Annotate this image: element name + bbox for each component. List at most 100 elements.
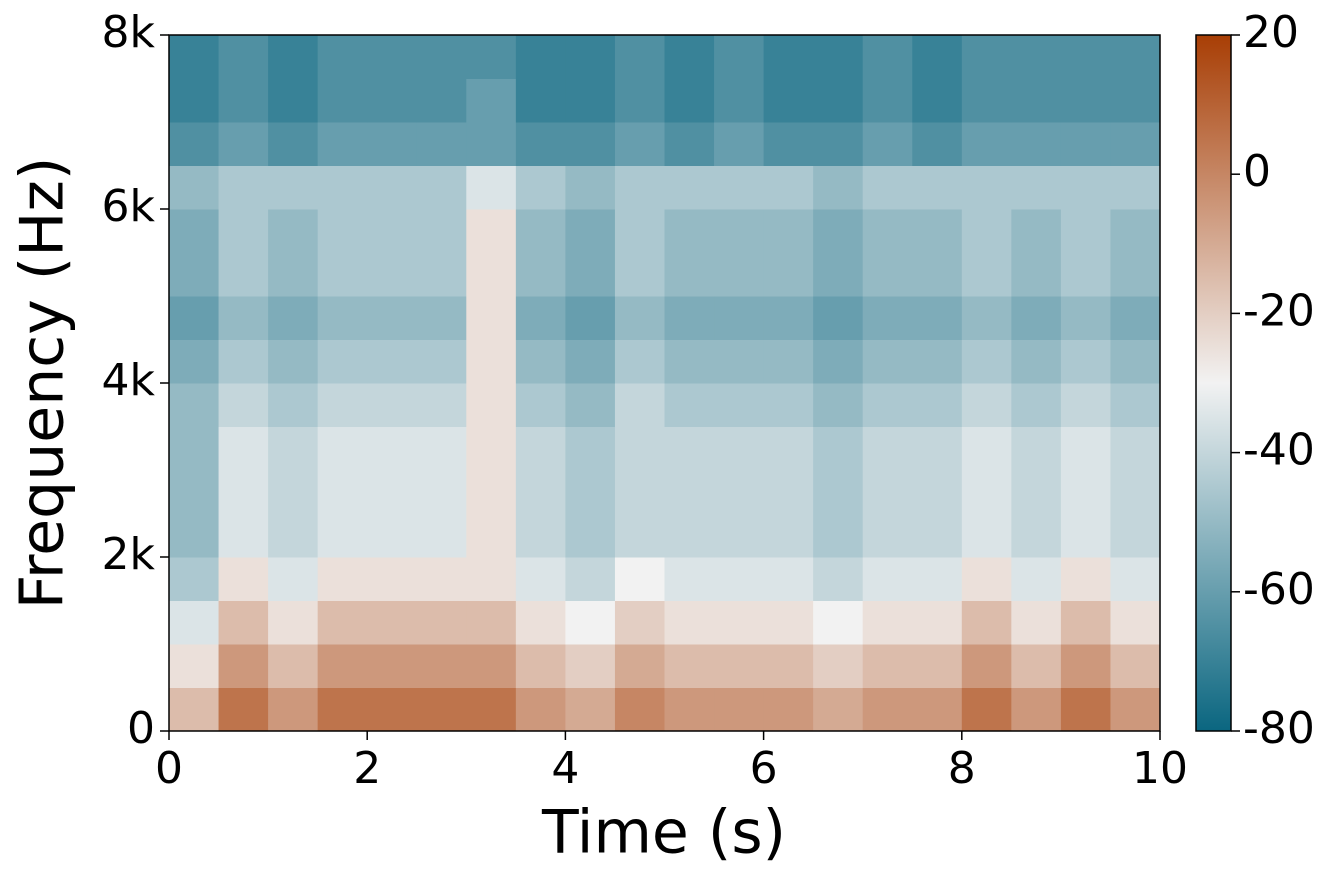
cell bbox=[714, 644, 765, 688]
cell bbox=[169, 165, 220, 210]
y-tick-label: 0 bbox=[127, 703, 155, 754]
cell bbox=[614, 296, 665, 340]
x-tick-label: 6 bbox=[750, 743, 778, 794]
cell bbox=[912, 600, 963, 645]
cell bbox=[268, 122, 319, 166]
cell bbox=[1011, 513, 1062, 558]
colorbar-tick-label: -80 bbox=[1243, 703, 1315, 754]
cell bbox=[813, 252, 864, 297]
cell bbox=[268, 252, 319, 297]
cell bbox=[1060, 165, 1111, 210]
cell bbox=[1011, 209, 1062, 253]
cell bbox=[416, 296, 467, 340]
cell bbox=[664, 339, 715, 384]
y-tick-label: 4k bbox=[102, 355, 156, 406]
cell bbox=[614, 687, 665, 732]
cell bbox=[714, 165, 765, 210]
cell bbox=[367, 557, 418, 601]
cell bbox=[515, 687, 566, 732]
cell bbox=[1011, 339, 1062, 384]
cell bbox=[763, 209, 814, 253]
cell bbox=[912, 35, 963, 79]
cell bbox=[912, 687, 963, 732]
cell bbox=[169, 687, 220, 732]
cell bbox=[1060, 687, 1111, 732]
cell bbox=[466, 252, 517, 297]
cell bbox=[714, 252, 765, 297]
cell bbox=[614, 35, 665, 79]
cell bbox=[367, 426, 418, 471]
cell bbox=[714, 339, 765, 384]
cell bbox=[466, 209, 517, 253]
cell bbox=[367, 122, 418, 166]
cell bbox=[416, 122, 467, 166]
cell bbox=[218, 252, 269, 297]
cell bbox=[169, 383, 220, 427]
cell bbox=[763, 687, 814, 732]
cell bbox=[218, 644, 269, 688]
cell bbox=[714, 513, 765, 558]
cell bbox=[1110, 252, 1161, 297]
cell bbox=[218, 296, 269, 340]
cell bbox=[664, 78, 715, 123]
cell bbox=[1011, 600, 1062, 645]
cell bbox=[169, 644, 220, 688]
cell bbox=[466, 122, 517, 166]
cell bbox=[565, 296, 616, 340]
cell bbox=[961, 687, 1012, 732]
cell bbox=[1110, 78, 1161, 123]
cell bbox=[515, 122, 566, 166]
cell bbox=[1110, 644, 1161, 688]
cell bbox=[515, 209, 566, 253]
cell bbox=[416, 35, 467, 79]
cell bbox=[169, 426, 220, 471]
x-tick-label: 10 bbox=[1132, 743, 1188, 794]
cell bbox=[813, 78, 864, 123]
cell bbox=[317, 644, 368, 688]
cell bbox=[218, 513, 269, 558]
cell bbox=[1060, 644, 1111, 688]
cell bbox=[565, 252, 616, 297]
cell bbox=[614, 209, 665, 253]
colorbar-tick-label: 20 bbox=[1243, 7, 1299, 58]
colorbar-tick-label: -60 bbox=[1243, 564, 1315, 615]
cell bbox=[714, 557, 765, 601]
cell bbox=[367, 600, 418, 645]
cell bbox=[714, 78, 765, 123]
cell bbox=[813, 296, 864, 340]
cell bbox=[515, 339, 566, 384]
cell bbox=[416, 252, 467, 297]
cell bbox=[268, 687, 319, 732]
cell bbox=[664, 122, 715, 166]
cell bbox=[268, 557, 319, 601]
cell bbox=[565, 165, 616, 210]
cell bbox=[912, 470, 963, 514]
colorbar-tick-label: 0 bbox=[1243, 146, 1271, 197]
cell bbox=[614, 600, 665, 645]
cell bbox=[367, 35, 418, 79]
cell bbox=[961, 383, 1012, 427]
cell bbox=[1110, 35, 1161, 79]
cell bbox=[416, 687, 467, 732]
cell bbox=[664, 426, 715, 471]
cell bbox=[1110, 165, 1161, 210]
cell bbox=[813, 165, 864, 210]
cell bbox=[1110, 209, 1161, 253]
cell bbox=[961, 296, 1012, 340]
cell bbox=[664, 513, 715, 558]
cell bbox=[763, 600, 814, 645]
cell bbox=[664, 296, 715, 340]
cell bbox=[466, 513, 517, 558]
cell bbox=[367, 644, 418, 688]
cell bbox=[862, 644, 913, 688]
cell bbox=[268, 165, 319, 210]
cell bbox=[565, 426, 616, 471]
cell bbox=[466, 78, 517, 123]
cell bbox=[565, 383, 616, 427]
cell bbox=[912, 209, 963, 253]
cell bbox=[367, 513, 418, 558]
cell bbox=[317, 165, 368, 210]
cell bbox=[961, 165, 1012, 210]
cell bbox=[515, 78, 566, 123]
cell bbox=[813, 557, 864, 601]
